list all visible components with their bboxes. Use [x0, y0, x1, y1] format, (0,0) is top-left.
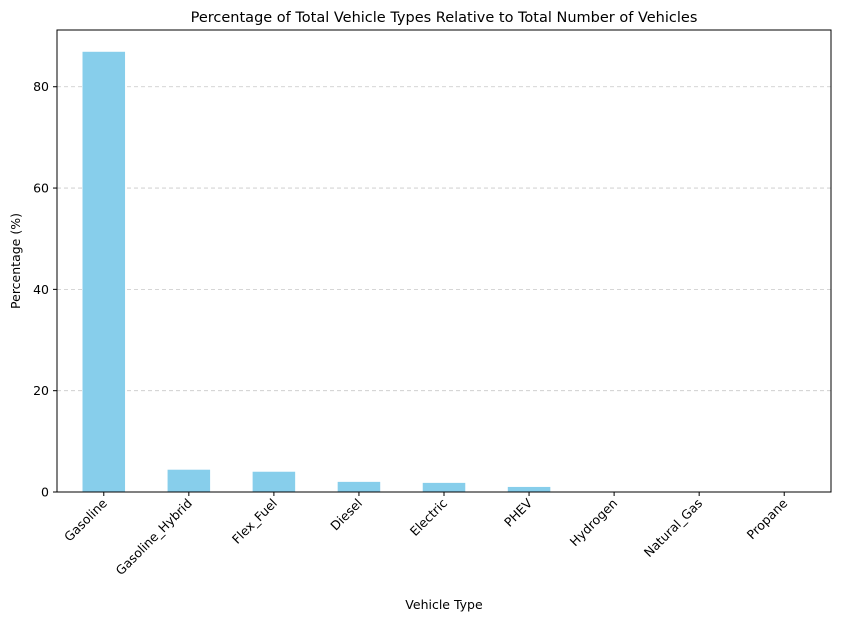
y-tick-label: 20 — [33, 383, 49, 398]
gridlines — [57, 86, 831, 392]
y-tick-label: 80 — [33, 79, 49, 94]
x-tick-label: Gasoline_Hybrid — [113, 496, 195, 578]
x-tick-label: Gasoline — [61, 495, 110, 544]
bar-gasoline-hybrid — [167, 469, 211, 492]
bar-gasoline — [82, 51, 126, 492]
y-tick-label: 0 — [41, 485, 49, 500]
x-tick-label: Electric — [407, 495, 450, 538]
x-tick-label: Diesel — [327, 496, 365, 534]
y-axis-ticks: 0 20 40 60 80 — [33, 79, 57, 500]
x-tick-label: PHEV — [501, 495, 536, 530]
bar-diesel — [337, 481, 381, 492]
x-tick-label: Propane — [744, 495, 791, 542]
bar-phev — [507, 486, 551, 492]
x-tick-label: Natural_Gas — [641, 496, 706, 561]
bar-flex-fuel — [252, 471, 296, 492]
x-axis-ticks: Gasoline Gasoline_Hybrid Flex_Fuel Diesel El… — [61, 492, 791, 578]
y-tick-label: 60 — [33, 181, 49, 196]
plot-frame — [56, 29, 832, 493]
x-axis-label: Vehicle Type — [405, 597, 483, 612]
y-axis-label: Percentage (%) — [8, 213, 23, 309]
y-tick-label: 40 — [33, 282, 49, 297]
chart-title: Percentage of Total Vehicle Types Relati… — [191, 10, 698, 26]
bar-electric — [422, 482, 466, 492]
x-tick-label: Hydrogen — [567, 496, 621, 550]
x-tick-label: Flex_Fuel — [229, 496, 280, 547]
bars — [82, 51, 806, 492]
